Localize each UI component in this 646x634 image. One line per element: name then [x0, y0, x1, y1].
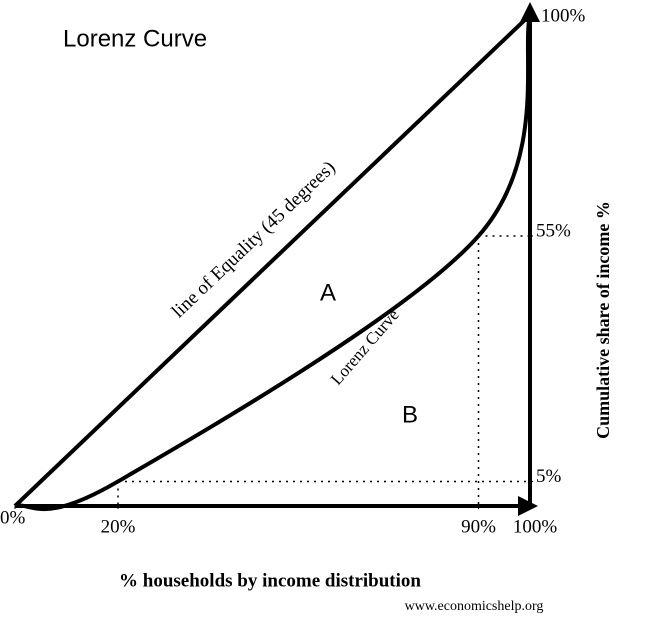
x-axis-title: % households by income distribution [119, 570, 421, 591]
region-label: B [402, 401, 418, 428]
y-tick-label: 100% [541, 5, 586, 26]
x-tick-label: 100% [513, 516, 558, 537]
x-tick-label: 90% [461, 516, 496, 537]
x-tick-label: 20% [101, 516, 136, 537]
chart-title: Lorenz Curve [63, 25, 207, 52]
region-label: A [320, 279, 336, 306]
source: www.economicshelp.org [405, 599, 544, 614]
y-axis-title: Cumulative share of income % [593, 201, 613, 439]
series-line [13, 13, 532, 508]
series-line [14, 14, 532, 512]
y-tick-label: 55% [536, 220, 571, 241]
series-label: line of Equality (45 degrees) [168, 157, 340, 322]
x-tick-label: 0% [0, 507, 26, 528]
y-tick-label: 5% [536, 466, 562, 487]
